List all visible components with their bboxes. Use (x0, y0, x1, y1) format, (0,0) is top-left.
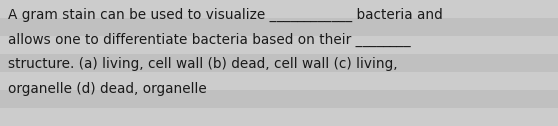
Bar (0, 0, 558, 18)
Text: organelle (d) dead, organelle: organelle (d) dead, organelle (8, 82, 207, 96)
Text: allows one to differentiate bacteria based on their ________: allows one to differentiate bacteria bas… (8, 33, 411, 47)
Bar (0, 36, 558, 54)
Text: structure. (a) living, cell wall (b) dead, cell wall (c) living,: structure. (a) living, cell wall (b) dea… (8, 57, 398, 71)
Bar (0, 90, 558, 108)
Bar (0, 72, 558, 90)
Bar (0, 108, 558, 126)
Bar (0, 54, 558, 72)
Bar (0, 18, 558, 36)
Text: A gram stain can be used to visualize ____________ bacteria and: A gram stain can be used to visualize __… (8, 8, 442, 22)
